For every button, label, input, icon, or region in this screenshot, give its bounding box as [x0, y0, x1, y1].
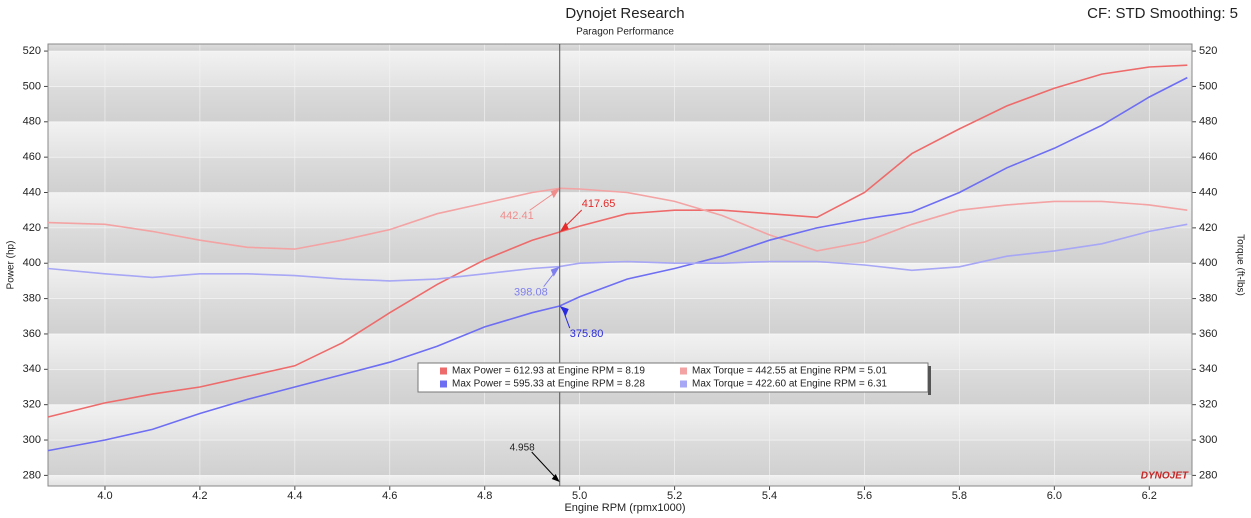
y2-tick-label: 380 — [1199, 292, 1217, 304]
readout-arrowhead — [559, 222, 569, 233]
y-tick-label: 340 — [23, 363, 41, 375]
y2-tick-label: 440 — [1199, 186, 1217, 198]
grid-band — [48, 440, 1192, 476]
grid-band — [48, 404, 1192, 441]
x-tick-label: 4.4 — [287, 490, 302, 502]
y-tick-label: 500 — [23, 80, 41, 92]
y2-tick-label: 300 — [1199, 434, 1217, 446]
y2-tick-label: 340 — [1199, 363, 1217, 375]
chart-subtitle: Paragon Performance — [576, 27, 674, 38]
x-tick-label: 4.0 — [97, 490, 112, 502]
y-tick-label: 400 — [23, 257, 41, 269]
y-tick-label: 480 — [23, 116, 41, 128]
y2-tick-label: 460 — [1199, 151, 1217, 163]
corner-note: CF: STD Smoothing: 5 — [1087, 5, 1238, 22]
legend-label: Max Torque = 422.60 at Engine RPM = 6.31 — [692, 379, 887, 390]
x-tick-label: 5.0 — [572, 490, 587, 502]
grid-band — [48, 121, 1192, 158]
y-tick-label: 440 — [23, 186, 41, 198]
grid-band — [48, 192, 1192, 228]
cursor-arrowhead — [551, 474, 560, 482]
legend-shadow — [928, 366, 931, 395]
y2-axis-label: Torque (ft-lbs) — [1234, 234, 1245, 296]
data-label: 398.08 — [514, 287, 548, 299]
y2-tick-label: 280 — [1199, 469, 1217, 481]
cursor-arrow — [531, 451, 559, 481]
series-line — [47, 223, 1188, 282]
x-tick-label: 4.6 — [382, 490, 397, 502]
legend-swatch — [680, 367, 687, 375]
data-label: 442.41 — [500, 210, 534, 222]
x-tick-label: 6.0 — [1047, 490, 1062, 502]
plot-border — [47, 43, 1193, 487]
x-tick-label: 5.6 — [857, 490, 872, 502]
y2-tick-label: 360 — [1199, 328, 1217, 340]
legend-swatch — [440, 367, 447, 375]
x-tick-label: 4.8 — [477, 490, 492, 502]
x-tick-label: 4.2 — [192, 490, 207, 502]
y-tick-label: 380 — [23, 292, 41, 304]
y2-tick-label: 420 — [1199, 222, 1217, 234]
y2-tick-label: 500 — [1199, 80, 1217, 92]
x-tick-label: 5.2 — [667, 490, 682, 502]
legend-label: Max Power = 612.93 at Engine RPM = 8.19 — [452, 366, 645, 377]
y2-tick-label: 520 — [1199, 45, 1217, 57]
readout-arrowhead — [550, 266, 560, 277]
grid-band — [48, 298, 1192, 334]
readout-arrowhead — [559, 306, 569, 317]
y-tick-label: 360 — [23, 328, 41, 340]
watermark: DYNOJET — [1141, 471, 1189, 482]
y2-tick-label: 320 — [1199, 399, 1217, 411]
series-line — [47, 187, 1188, 252]
grid-band — [48, 86, 1192, 122]
x-axis-label: Engine RPM (rpmx1000) — [564, 502, 685, 514]
grid-band — [48, 157, 1192, 193]
grid-band — [48, 227, 1192, 264]
series-line — [47, 64, 1188, 418]
y2-tick-label: 480 — [1199, 116, 1217, 128]
y-tick-label: 280 — [23, 469, 41, 481]
legend-label: Max Power = 595.33 at Engine RPM = 8.28 — [452, 379, 645, 390]
y-tick-label: 520 — [23, 45, 41, 57]
series-line — [47, 76, 1188, 452]
y-tick-label: 320 — [23, 399, 41, 411]
y2-tick-label: 400 — [1199, 257, 1217, 269]
cursor-label: 4.958 — [510, 443, 535, 454]
x-tick-label: 5.4 — [762, 490, 777, 502]
grid-band — [48, 44, 1192, 52]
legend-box — [417, 362, 929, 393]
chart-title: Dynojet Research — [565, 5, 684, 22]
data-label: 375.80 — [570, 328, 604, 340]
y-tick-label: 300 — [23, 434, 41, 446]
grid-band — [48, 51, 1192, 87]
legend-label: Max Torque = 442.55 at Engine RPM = 5.01 — [692, 366, 887, 377]
legend-swatch — [680, 380, 687, 388]
legend: Max Power = 612.93 at Engine RPM = 8.19 M… — [417, 362, 931, 395]
x-tick-label: 5.8 — [952, 490, 967, 502]
y-tick-label: 420 — [23, 222, 41, 234]
data-label: 417.65 — [582, 198, 616, 210]
readout-arrowhead — [550, 188, 560, 199]
grid-band — [48, 475, 1192, 486]
x-tick-label: 6.2 — [1142, 490, 1157, 502]
y-axis-label: Power (hp) — [6, 241, 17, 290]
y-tick-label: 460 — [23, 151, 41, 163]
legend-swatch — [440, 380, 447, 388]
